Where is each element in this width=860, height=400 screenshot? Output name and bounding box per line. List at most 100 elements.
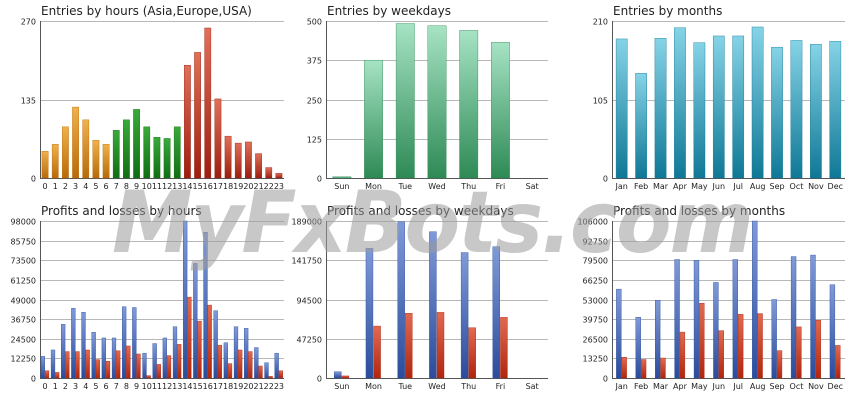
y-tick-label: 0: [31, 175, 36, 184]
profit-bar-10: [142, 352, 147, 379]
profit-bar-7: [111, 337, 117, 379]
y-tick-label: 24500: [11, 336, 36, 345]
x-tick-label: Jun: [712, 182, 726, 191]
loss-bar-Sun: [341, 375, 350, 379]
loss-bar-Nov: [815, 320, 821, 379]
profit-bar-1: [50, 349, 56, 379]
profit-bar-16: [203, 232, 208, 379]
profit-bar-Sep: [771, 299, 777, 379]
profit-bar-Jun: [713, 282, 719, 379]
profit-bar-Aug: [752, 220, 758, 379]
profit-bar-Apr: [674, 259, 680, 379]
x-tick-label: Sep: [770, 182, 785, 191]
chart-title: Profits and losses by months: [613, 204, 785, 218]
profit-bar-21: [254, 347, 259, 379]
y-tick-label: 92750: [583, 238, 608, 247]
y-tick-label: 12250: [11, 355, 36, 364]
x-tick-label: 7: [114, 182, 119, 191]
profit-bar-12: [162, 337, 167, 379]
y-tick-label: 0: [31, 375, 36, 384]
chart-title: Entries by weekdays: [327, 4, 451, 18]
loss-bar-Dec: [835, 345, 841, 379]
loss-bar-Apr: [679, 331, 686, 379]
y-tick-label: 73500: [11, 257, 36, 266]
profits-losses-by-hours-chart: Profits and losses by hours 012250245003…: [11, 204, 284, 391]
profit-bar-Wed: [429, 231, 437, 379]
x-tick-label: Dec: [828, 182, 843, 191]
loss-bar-23: [278, 370, 283, 379]
x-tick-label: 5: [93, 182, 98, 191]
profit-bar-Fri: [492, 246, 501, 379]
x-tick-label: 8: [124, 182, 129, 191]
profit-bar-19: [233, 326, 239, 379]
x-tick-label: 20: [243, 182, 253, 191]
entries-by-hours-chart: Entries by hours (Asia,Europe,USA) 01352…: [21, 4, 284, 191]
x-tick-label: Sat: [526, 182, 539, 191]
y-tick-label: 210: [593, 18, 608, 27]
loss-bar-Sep: [776, 350, 783, 379]
profit-bar-6: [101, 337, 106, 379]
profit-bar-15: [193, 263, 198, 379]
y-tick-label: 375: [307, 57, 322, 66]
x-tick-label: 5: [93, 382, 98, 391]
loss-bar-20: [248, 351, 253, 379]
x-tick-label: Apr: [673, 382, 688, 391]
x-tick-label: Sun: [334, 182, 349, 191]
profit-bar-Mar: [655, 300, 661, 379]
y-tick-label: 13250: [583, 355, 608, 364]
profit-bar-Sun: [334, 371, 342, 379]
profit-bar-5: [91, 332, 96, 379]
x-tick-label: Sep: [770, 382, 785, 391]
x-tick-label: 10: [142, 182, 152, 191]
bar-21: [255, 153, 262, 179]
bar-22: [265, 167, 273, 179]
loss-bar-10: [146, 375, 151, 379]
bar-13: [173, 126, 181, 179]
profit-bar-Mon: [365, 248, 374, 379]
x-tick-label: Fri: [496, 382, 506, 391]
x-tick-label: 1: [53, 382, 58, 391]
loss-bar-Tue: [405, 313, 413, 379]
x-tick-label: Jun: [712, 382, 726, 391]
x-tick-label: Dec: [828, 382, 843, 391]
loss-bar-3: [75, 351, 80, 379]
loss-bar-1: [55, 372, 60, 379]
x-tick-label: Aug: [750, 382, 766, 391]
bar-Mon: [364, 60, 383, 179]
bar-0: [41, 151, 49, 179]
x-tick-label: May: [691, 182, 708, 191]
x-tick-label: Apr: [673, 182, 688, 191]
bar-10: [143, 126, 151, 179]
bar-6: [102, 144, 110, 179]
x-tick-label: 15: [192, 382, 202, 391]
watermark-logo: MyFxBots.com: [112, 173, 752, 273]
loss-bar-14: [187, 296, 192, 379]
x-tick-label: Jul: [732, 382, 743, 391]
x-tick-label: 14: [182, 182, 192, 191]
x-tick-label: Jan: [615, 382, 628, 391]
x-tick-label: 12: [162, 182, 172, 191]
x-tick-label: 2: [63, 382, 68, 391]
x-tick-label: 13: [172, 182, 182, 191]
x-tick-label: Jan: [615, 182, 628, 191]
x-tick-label: Feb: [634, 382, 648, 391]
bar-Jul: [732, 35, 745, 179]
loss-bar-22: [268, 376, 273, 379]
x-tick-label: Thu: [460, 182, 476, 191]
bar-14: [184, 64, 191, 179]
profit-bar-18: [223, 342, 228, 379]
x-tick-label: 3: [73, 182, 78, 191]
loss-bar-17: [217, 344, 222, 379]
loss-bar-Aug: [757, 313, 763, 379]
bar-Oct: [790, 40, 803, 179]
loss-bar-6: [105, 360, 111, 379]
bar-Mar: [654, 37, 667, 179]
loss-bar-8: [126, 345, 131, 379]
bar-2: [62, 126, 69, 179]
x-tick-label: Thu: [460, 382, 476, 391]
x-tick-label: 23: [274, 382, 284, 391]
x-tick-label: 0: [43, 382, 48, 391]
profit-bar-Nov: [810, 254, 816, 379]
profit-bar-Jan: [616, 288, 622, 379]
